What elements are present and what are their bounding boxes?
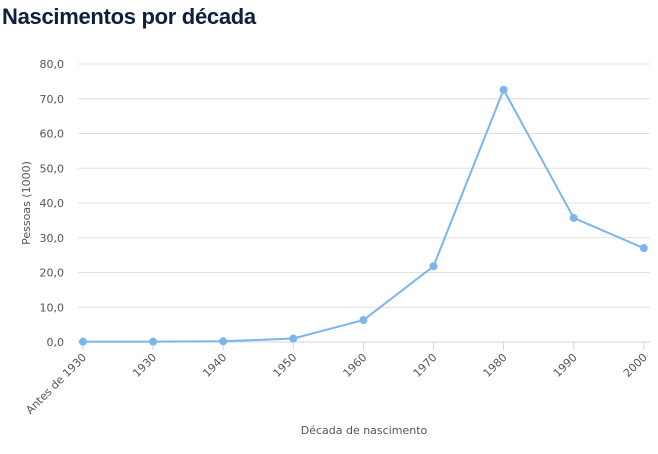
data-point bbox=[569, 213, 578, 222]
data-point bbox=[79, 337, 87, 346]
y-tick-label: 0,0 bbox=[47, 336, 65, 349]
y-tick-label: 10,0 bbox=[40, 301, 65, 314]
data-point bbox=[149, 337, 158, 346]
x-tick-label: 2000 bbox=[621, 351, 650, 380]
x-axis-label: Década de nascimento bbox=[301, 424, 428, 437]
series-line bbox=[83, 87, 645, 343]
x-tick-label: 1960 bbox=[341, 351, 370, 380]
y-tick-label: 50,0 bbox=[40, 162, 65, 175]
y-axis-label: Pessoas (1000) bbox=[20, 161, 33, 245]
x-tick-label: 1950 bbox=[270, 351, 299, 380]
chart-title: Nascimentos por década bbox=[2, 4, 256, 29]
data-point bbox=[499, 85, 508, 94]
data-point bbox=[289, 334, 298, 343]
data-point bbox=[639, 244, 648, 253]
x-tick-label: 1990 bbox=[551, 351, 580, 380]
y-tick-label: 60,0 bbox=[40, 128, 65, 141]
x-tick-label: 1940 bbox=[200, 351, 229, 380]
y-tick-label: 40,0 bbox=[40, 197, 65, 210]
x-tick-label: Antes de 1930 bbox=[23, 351, 89, 417]
x-tick-label: 1970 bbox=[411, 351, 440, 380]
y-tick-label: 70,0 bbox=[40, 93, 65, 106]
data-point bbox=[429, 262, 438, 271]
y-tick-label: 20,0 bbox=[40, 267, 65, 280]
y-tick-label: 30,0 bbox=[40, 232, 65, 245]
x-tick-label: 1980 bbox=[481, 351, 510, 380]
data-point bbox=[219, 337, 228, 346]
x-tick-label: 1930 bbox=[130, 351, 159, 380]
data-point bbox=[359, 316, 368, 325]
y-tick-label: 80,0 bbox=[40, 58, 65, 71]
